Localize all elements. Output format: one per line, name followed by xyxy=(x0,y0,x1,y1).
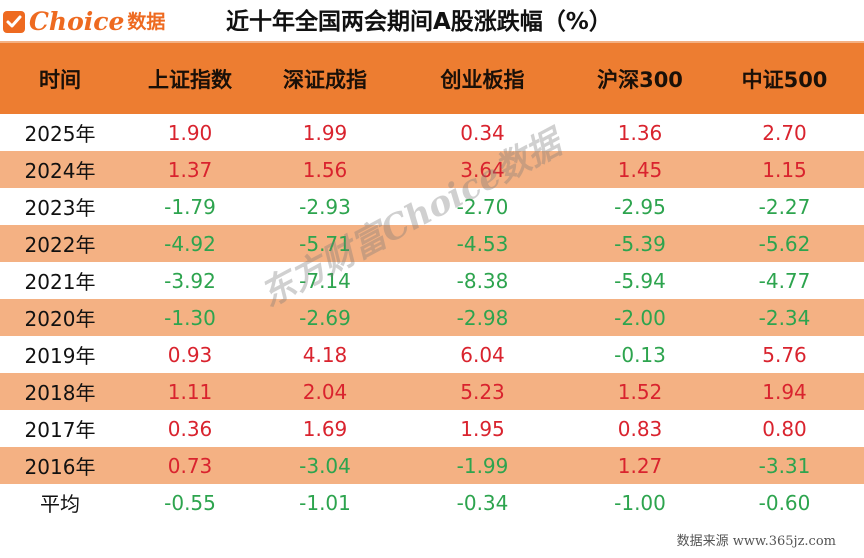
table-cell: 1.37 xyxy=(167,157,213,182)
table-cell: -0.13 xyxy=(614,342,666,367)
choice-logo: Choice 数据 xyxy=(3,8,165,36)
table-cell: -1.79 xyxy=(164,194,216,219)
table-cell: -1.01 xyxy=(299,490,351,515)
table-row: 2016年 0.73 -3.04 -1.99 1.27 -3.31 xyxy=(0,447,864,484)
table-cell: 1.99 xyxy=(302,120,348,145)
table-cell: -2.69 xyxy=(299,305,351,330)
table-row: 2025年 1.90 1.99 0.34 1.36 2.70 xyxy=(0,114,864,151)
title-bar: Choice 数据 近十年全国两会期间A股涨跌幅（%） xyxy=(0,0,864,42)
table-cell: -0.34 xyxy=(456,490,509,515)
table-cell: -2.34 xyxy=(758,305,811,330)
table-cell: -1.00 xyxy=(614,490,666,515)
table-cell: 5.23 xyxy=(460,379,505,404)
col-header-szse: 深证成指 xyxy=(283,67,367,92)
table-cell: -2.70 xyxy=(456,194,509,219)
logo-cn: 数据 xyxy=(127,11,166,33)
row-label: 2017年 xyxy=(24,418,96,442)
table-cell: 1.45 xyxy=(617,157,663,182)
table-cell: -5.62 xyxy=(758,231,811,256)
row-label: 2021年 xyxy=(24,270,96,294)
table-row: 2018年 1.11 2.04 5.23 1.52 1.94 xyxy=(0,373,864,410)
table-cell: 0.80 xyxy=(762,416,807,441)
table-cell: -5.94 xyxy=(614,268,666,293)
table-cell: 1.56 xyxy=(302,157,348,182)
table-cell: 1.52 xyxy=(617,379,663,404)
table-row: 2024年 1.37 1.56 3.64 1.45 1.15 xyxy=(0,151,864,188)
row-label: 2016年 xyxy=(24,455,96,479)
col-header-csi500: 中证500 xyxy=(741,67,828,92)
table-cell: -3.04 xyxy=(299,453,351,478)
table-header-row: 时间 上证指数 深证成指 创业板指 沪深300 中证500 xyxy=(0,43,864,114)
col-header-sse: 上证指数 xyxy=(148,67,232,92)
table-row: 平均 -0.55 -1.01 -0.34 -1.00 -0.60 xyxy=(0,484,864,521)
table-cell: 0.34 xyxy=(460,120,505,145)
table-cell: 1.15 xyxy=(762,157,807,182)
col-header-chinext: 创业板指 xyxy=(440,67,525,92)
table-cell: 0.73 xyxy=(167,453,213,478)
table-cell: 1.94 xyxy=(762,379,807,404)
table-cell: 0.83 xyxy=(617,416,663,441)
page-title: 近十年全国两会期间A股涨跌幅（%） xyxy=(226,9,612,35)
row-label: 2023年 xyxy=(24,196,96,220)
logo-text: Choice xyxy=(29,7,125,36)
table-cell: 1.90 xyxy=(167,120,213,145)
table-row: 2020年 -1.30 -2.69 -2.98 -2.00 -2.34 xyxy=(0,299,864,336)
table-cell: 0.93 xyxy=(167,342,213,367)
table-cell: 1.95 xyxy=(460,416,505,441)
table-cell: -5.71 xyxy=(299,231,351,256)
table-cell: -2.95 xyxy=(614,194,666,219)
table-cell: -0.60 xyxy=(758,490,811,515)
table-cell: -3.31 xyxy=(758,453,811,478)
table-cell: -4.77 xyxy=(758,268,811,293)
table-cell: -1.30 xyxy=(164,305,216,330)
source-note: 数据来源 www.365jz.com xyxy=(676,534,836,549)
row-label: 平均 xyxy=(40,492,80,516)
table-cell: -0.55 xyxy=(164,490,216,515)
table-row: 2023年 -1.79 -2.93 -2.70 -2.95 -2.27 xyxy=(0,188,864,225)
table-cell: 5.76 xyxy=(762,342,807,367)
table-row: 2017年 0.36 1.69 1.95 0.83 0.80 xyxy=(0,410,864,447)
table-cell: 1.11 xyxy=(167,379,213,404)
checkmark-icon xyxy=(3,11,25,33)
table-cell: -2.98 xyxy=(456,305,509,330)
row-label: 2018年 xyxy=(24,381,96,405)
row-label: 2020年 xyxy=(24,307,96,331)
table-row: 2019年 0.93 4.18 6.04 -0.13 5.76 xyxy=(0,336,864,373)
table-cell: -3.92 xyxy=(164,268,216,293)
table-cell: -1.99 xyxy=(456,453,509,478)
row-label: 2019年 xyxy=(24,344,96,368)
table-cell: 2.04 xyxy=(302,379,348,404)
row-label: 2022年 xyxy=(24,233,96,257)
table-cell: -4.92 xyxy=(164,231,216,256)
table-cell: 1.69 xyxy=(302,416,348,441)
table-cell: 4.18 xyxy=(302,342,348,367)
table-row: 2022年 -4.92 -5.71 -4.53 -5.39 -5.62 xyxy=(0,225,864,262)
table-row: 2021年 -3.92 -7.14 -8.38 -5.94 -4.77 xyxy=(0,262,864,299)
table-cell: 0.36 xyxy=(167,416,213,441)
col-header-time: 时间 xyxy=(39,67,81,92)
table-cell: 3.64 xyxy=(460,157,505,182)
table-cell: 1.27 xyxy=(617,453,663,478)
row-label: 2025年 xyxy=(24,122,96,146)
table-cell: -4.53 xyxy=(456,231,509,256)
col-header-csi300: 沪深300 xyxy=(597,67,683,92)
table-cell: -5.39 xyxy=(614,231,666,256)
table-cell: 2.70 xyxy=(762,120,807,145)
divider xyxy=(0,41,864,43)
table-cell: 6.04 xyxy=(460,342,505,367)
row-label: 2024年 xyxy=(24,159,96,183)
table-cell: -2.00 xyxy=(614,305,666,330)
data-table: 时间 上证指数 深证成指 创业板指 沪深300 中证500 2025年 1.90 1… xyxy=(0,43,864,521)
table-cell: -8.38 xyxy=(456,268,509,293)
table-cell: -2.93 xyxy=(299,194,351,219)
table-cell: -2.27 xyxy=(758,194,811,219)
table-cell: 1.36 xyxy=(617,120,663,145)
table-cell: -7.14 xyxy=(299,268,351,293)
